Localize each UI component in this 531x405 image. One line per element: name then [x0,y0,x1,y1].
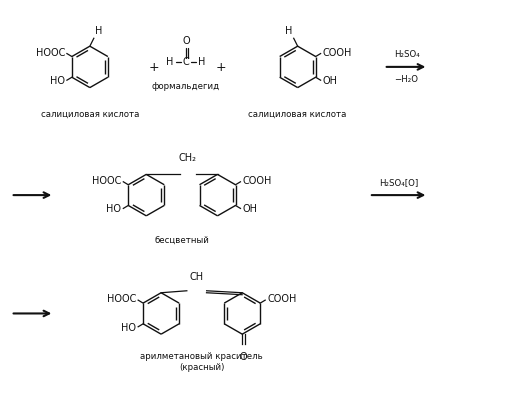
Text: C: C [183,57,189,67]
Text: H₂SO₄[O]: H₂SO₄[O] [379,178,418,187]
Text: O: O [182,36,190,46]
Text: HOOC: HOOC [36,47,65,58]
Text: H: H [166,57,174,67]
Text: OH: OH [243,205,258,214]
Text: H₂SO₄: H₂SO₄ [393,50,419,59]
Text: HOOC: HOOC [107,294,136,304]
Text: салициловая кислота: салициловая кислота [249,109,347,118]
Text: H: H [198,57,205,67]
Text: COOH: COOH [323,47,352,58]
Text: HO: HO [106,205,122,214]
Text: COOH: COOH [267,294,296,304]
Text: H: H [285,26,293,36]
Text: HO: HO [121,323,136,333]
Text: арилметановый краситель: арилметановый краситель [140,352,263,361]
Text: (красный): (красный) [179,363,225,372]
Text: H: H [95,26,102,36]
Text: бесцветный: бесцветный [155,236,209,245]
Text: салициловая кислота: салициловая кислота [41,109,139,118]
Text: CH₂: CH₂ [179,153,197,162]
Text: −H₂O: −H₂O [395,75,418,84]
Text: формальдегид: формальдегид [152,82,220,91]
Text: COOH: COOH [243,176,272,186]
Text: +: + [215,62,226,75]
Text: HOOC: HOOC [92,176,122,186]
Text: O: O [239,352,247,362]
Text: +: + [149,62,159,75]
Text: HO: HO [50,76,65,86]
Text: OH: OH [323,76,338,86]
Text: CH: CH [190,272,204,282]
